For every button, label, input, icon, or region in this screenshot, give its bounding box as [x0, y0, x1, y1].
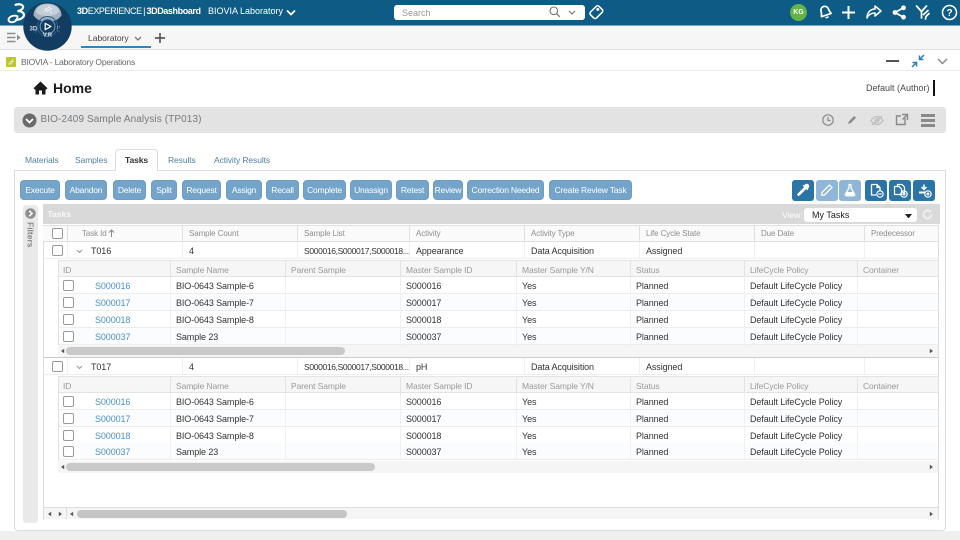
svg-text:3D: 3D	[30, 27, 38, 33]
svg-text:V.R: V.R	[43, 33, 53, 39]
svg-text:?: ?	[946, 8, 952, 19]
svg-text:¹′: ¹′	[57, 27, 61, 33]
